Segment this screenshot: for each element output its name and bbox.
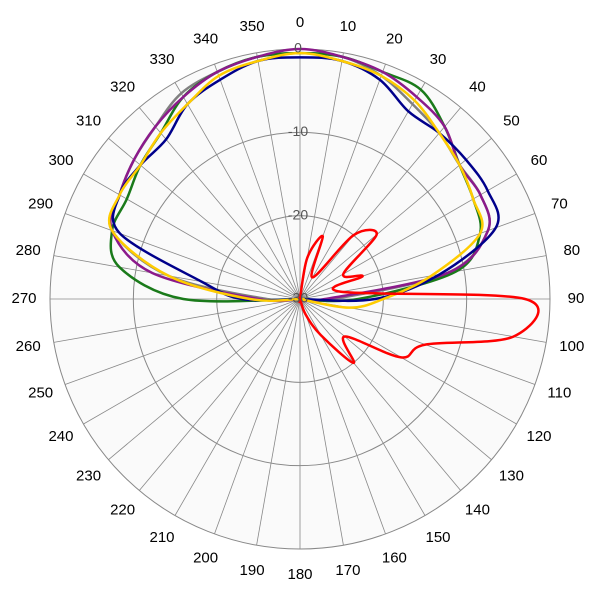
theta-tick-label: 180: [287, 566, 312, 583]
grid-spoke: [299, 298, 462, 491]
theta-tick-label: 190: [240, 562, 265, 579]
grid-spoke: [299, 298, 386, 535]
grid-spoke: [108, 298, 301, 461]
theta-tick-label: 80: [563, 242, 580, 259]
theta-tick-label: 50: [503, 113, 520, 130]
theta-tick-label: 200: [193, 549, 218, 566]
theta-tick-label: 350: [240, 18, 265, 35]
theta-tick-label: 130: [499, 467, 524, 484]
grid-spoke: [299, 82, 426, 300]
theta-tick-label: 110: [547, 384, 571, 401]
series-line: [298, 228, 540, 365]
theta-tick-label: 120: [527, 428, 552, 445]
grid-spoke: [299, 298, 492, 461]
theta-tick-label: 280: [16, 242, 41, 259]
theta-tick-label: 320: [110, 79, 135, 96]
theta-tick-label: 70: [551, 196, 568, 213]
grid-spoke: [256, 298, 301, 546]
theta-tick-label: 270: [11, 290, 36, 307]
grid-spoke: [64, 298, 301, 385]
r-tick-label: -10: [288, 123, 308, 139]
theta-tick-label: 340: [193, 31, 218, 48]
theta-tick-label: 100: [559, 338, 584, 355]
grid-spoke: [83, 298, 301, 425]
grid-spoke: [214, 298, 301, 535]
theta-tick-label: 240: [48, 428, 73, 445]
theta-tick-label: 290: [28, 196, 53, 213]
theta-tick-label: 30: [430, 51, 447, 68]
grid-spoke: [138, 298, 301, 491]
grid-spoke: [53, 298, 301, 343]
grid-spoke: [174, 298, 301, 516]
grid-spoke: [299, 298, 344, 546]
grid-spoke: [214, 63, 301, 300]
grid-spoke: [299, 298, 536, 385]
theta-tick-label: 0: [296, 14, 304, 31]
theta-tick-label: 40: [469, 79, 486, 96]
theta-tick-label: 210: [149, 529, 174, 546]
theta-tick-label: 90: [568, 290, 585, 307]
theta-tick-label: 260: [16, 338, 41, 355]
theta-tick-label: 300: [48, 152, 73, 169]
theta-tick-label: 220: [110, 501, 135, 518]
theta-tick-label: 230: [76, 467, 101, 484]
grid-spoke: [256, 52, 301, 300]
theta-tick-label: 310: [76, 113, 101, 130]
grid-spoke: [299, 298, 517, 425]
theta-tick-label: 170: [335, 562, 360, 579]
grid-spoke: [174, 82, 301, 300]
theta-tick-label: 150: [425, 529, 450, 546]
theta-tick-label: 140: [465, 501, 490, 518]
grid-spoke: [299, 107, 462, 300]
grid-spoke: [64, 213, 301, 300]
r-tick-label: 0: [294, 40, 302, 56]
r-tick-label: -30: [288, 290, 308, 306]
theta-tick-label: 10: [340, 18, 357, 35]
grid-spoke: [53, 255, 301, 300]
theta-tick-label: 330: [149, 51, 174, 68]
theta-tick-label: 60: [531, 152, 548, 169]
r-tick-label: -20: [288, 206, 308, 222]
theta-tick-label: 160: [382, 549, 407, 566]
theta-tick-label: 20: [386, 31, 403, 48]
theta-tick-label: 250: [28, 384, 53, 401]
